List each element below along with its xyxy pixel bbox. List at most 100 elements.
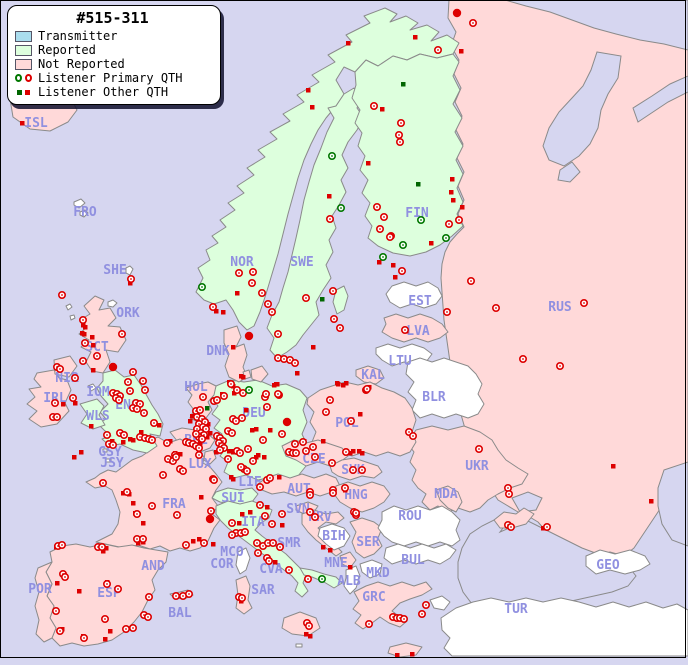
listener-primary-qth-marker-dot (437, 49, 439, 51)
listener-other-qth-marker (395, 653, 400, 658)
country-label-pol: POL (335, 416, 359, 431)
listener-other-qth-marker (321, 439, 326, 444)
listener-primary-qth-marker-dot (470, 280, 472, 282)
listener-primary-qth-marker-dot (231, 522, 233, 524)
listener-primary-qth-marker-dot (401, 270, 403, 272)
green-square-icon (17, 89, 22, 95)
country-label-lva: LVA (406, 324, 430, 339)
country-mda (435, 485, 463, 513)
green-circle-icon (15, 74, 22, 82)
listener-primary-qth-marker-dot (244, 531, 246, 533)
listener-other-qth-marker (214, 309, 219, 314)
listener-primary-qth-marker-dot (101, 546, 103, 548)
listener-primary-qth-marker-dot (132, 371, 134, 373)
legend-label: Listener Other QTH (38, 85, 169, 99)
listener-other-qth-marker (91, 343, 96, 348)
country-label-mda: MDA (434, 487, 458, 502)
listener-primary-qth-marker-dot (262, 439, 264, 441)
country-specks (69, 314, 76, 321)
listener-primary-qth-marker-dot (246, 470, 248, 472)
listener-primary-qth-marker-dot (252, 271, 254, 273)
listener-primary-qth-marker-dot (510, 526, 512, 528)
listener-primary-qth-marker-dot (216, 399, 218, 401)
listener-other-qth-marker (77, 589, 82, 594)
listener-primary-qth-marker-dot (309, 511, 311, 513)
listener-primary-qth-marker-dot (144, 389, 146, 391)
listener-other-qth-green-marker (416, 182, 421, 187)
listener-other-qth-marker (254, 455, 259, 460)
listener-primary-qth-marker-dot (277, 333, 279, 335)
listener-primary-qth-marker-dot (355, 512, 357, 514)
country-nor (195, 7, 460, 331)
listener-primary-qth-marker-dot (162, 474, 164, 476)
listener-primary-qth-marker-dot (302, 441, 304, 443)
listener-primary-qth-marker-dot (227, 458, 229, 460)
listener-primary-qth-marker-dot (136, 513, 138, 515)
listener-other-qth-marker (358, 412, 363, 417)
listener-other-qth-marker (101, 549, 106, 554)
listener-other-qth-marker (79, 450, 84, 455)
listener-other-qth-marker (295, 371, 300, 376)
reported-swatch-icon (15, 44, 32, 56)
listener-primary-qth-marker-dot (59, 630, 61, 632)
listener-other-qth-marker (377, 260, 382, 265)
country-ukr (493, 507, 535, 529)
listener-primary-qth-marker-dot (425, 604, 427, 606)
listener-other-qth-marker (380, 107, 385, 112)
country-pol (306, 381, 417, 457)
listener-primary-qth-marker-dot (277, 393, 279, 395)
country-ser (349, 517, 383, 559)
country-label-sui: SUI (221, 491, 244, 506)
listener-other-qth-marker (72, 455, 77, 460)
listener-primary-qth-marker-dot (203, 542, 205, 544)
listener-primary-qth-marker-dot (305, 450, 307, 452)
listener-primary-qth-marker-dot (96, 355, 98, 357)
listener-primary-qth-icon (15, 74, 32, 82)
listener-other-qth-marker (221, 310, 226, 315)
listener-primary-qth-marker-dot (166, 442, 168, 444)
listener-primary-qth-marker-dot (136, 408, 138, 410)
listener-primary-qth-marker-dot (196, 416, 198, 418)
listener-primary-qth-marker-dot (61, 294, 63, 296)
listener-primary-qth-marker-dot (142, 538, 144, 540)
country-label-rou: ROU (398, 509, 422, 524)
listener-primary-qth-marker-dot (546, 526, 548, 528)
listener-other-qth-marker (451, 198, 456, 203)
country-label-hng: HNG (344, 488, 368, 503)
listener-primary-qth-green-marker-dot (445, 237, 447, 239)
listener-other-qth-marker (191, 539, 196, 544)
listener-other-qth-marker (104, 546, 109, 551)
not-reported-swatch-icon (15, 58, 32, 70)
country-label-cor: COR (210, 557, 234, 572)
listener-primary-qth-marker-dot (307, 578, 309, 580)
listener-other-qth-marker (413, 35, 418, 40)
listener-primary-qth-marker-dot (331, 462, 333, 464)
listener-other-qth-marker (199, 495, 204, 500)
country-label-gsy: GSY (98, 445, 122, 460)
country-est (385, 281, 443, 309)
country-label-ita: ITA (241, 515, 265, 530)
listener-cluster-marker (452, 8, 462, 18)
country-mne (339, 551, 357, 569)
country-grc (352, 581, 433, 630)
listener-other-qth-marker (240, 512, 245, 517)
listener-other-qth-marker (241, 375, 246, 380)
listener-primary-qth-marker-dot (241, 417, 243, 419)
listener-primary-qth-marker-dot (376, 206, 378, 208)
listener-primary-qth-marker-dot (199, 409, 201, 411)
listener-primary-qth-marker-dot (242, 392, 244, 394)
country-bih (317, 523, 351, 551)
country-label-bal: BAL (168, 606, 192, 621)
listener-other-qth-marker (410, 652, 415, 657)
listener-other-qth-marker (197, 537, 202, 542)
listener-other-qth-marker (141, 521, 146, 526)
listener-primary-qth-marker-dot (56, 416, 58, 418)
listener-other-qth-marker (231, 345, 236, 350)
listener-other-qth-marker (344, 381, 349, 386)
listener-primary-qth-green-marker-dot (321, 578, 323, 580)
listener-cluster-marker (282, 417, 292, 427)
listener-primary-qth-marker-dot (175, 595, 177, 597)
listener-primary-qth-marker-dot (448, 223, 450, 225)
country-label-ork: ORK (116, 306, 140, 321)
listener-other-qth-marker (131, 438, 136, 443)
